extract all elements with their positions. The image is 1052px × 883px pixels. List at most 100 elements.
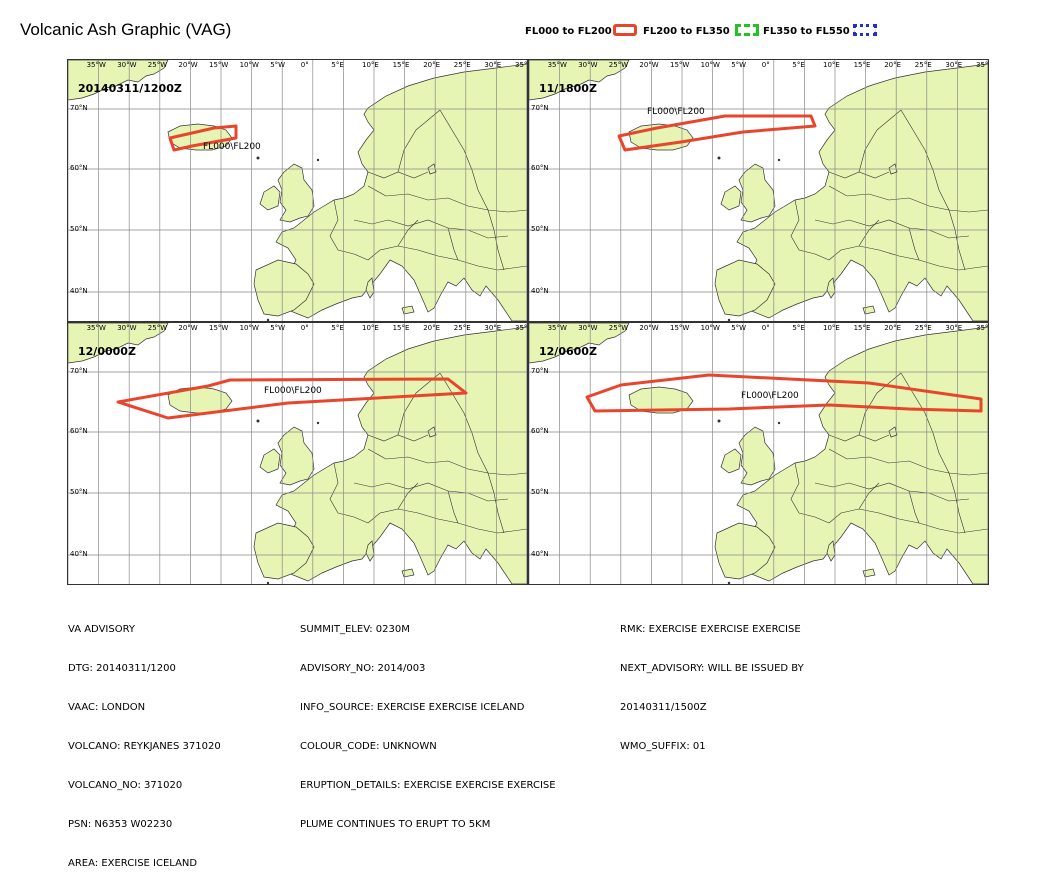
longitude-tick-label: 15°E [392,324,410,332]
land-shape [401,568,415,578]
longitude-tick-label: 25°W [608,324,629,332]
advisory-line: AREA: EXERCISE ICELAND [68,858,198,869]
longitude-tick-label: 10°E [362,61,379,69]
longitude-tick-label: 35°W [86,61,106,69]
longitude-tick-label: 10°W [700,324,720,332]
country-border [900,109,940,191]
latitude-tick-label: 60°N [531,427,549,435]
longitude-tick-label: 10°W [700,61,720,69]
country-border [367,185,527,213]
country-border [329,462,369,524]
land-shape [277,426,315,486]
ash-fl-label: FL000\FL200 [264,386,322,396]
country-border [367,448,527,476]
country-border [397,109,441,173]
country-border [828,508,988,534]
land-shape [720,185,742,211]
longitude-tick-label: 20°W [639,61,659,69]
advisory-line: DTG: 20140311/1200 [68,663,176,674]
land-shape [259,448,281,474]
longitude-tick-label: 30°W [578,324,598,332]
longitude-tick-label: 30°W [578,61,598,69]
land-shape [736,63,988,321]
country-border [828,185,988,213]
longitude-tick-label: 15°W [670,61,690,69]
longitude-tick-label: 10°W [239,61,259,69]
latitude-tick-label: 50°N [531,488,549,496]
country-border [790,462,830,524]
latitude-tick-label: 40°N [70,287,88,295]
longitude-tick-label: 10°E [823,61,840,69]
ash-cloud-polygon [617,114,817,152]
country-border [329,199,369,261]
longitude-tick-label: 20°E [423,324,441,332]
map-svg [529,323,988,584]
longitude-tick-label: 5°E [792,324,805,332]
land-shape [529,323,630,364]
country-border [828,245,988,271]
longitude-tick-label: 20°W [178,61,198,69]
latitude-tick-label: 70°N [531,104,549,112]
advisory-line: VOLCANO_NO: 371020 [68,780,183,791]
legend-label-fl000-fl200: FL000 to FL200 [525,26,612,37]
island-dot [316,158,320,162]
land-shape [275,63,527,321]
land-shape [401,305,415,315]
longitude-tick-label: 5°E [331,324,344,332]
longitude-tick-label: 10°E [823,324,840,332]
island-dot [266,581,270,584]
ash-cloud-polygon [168,124,238,152]
longitude-tick-label: 25°E [914,324,932,332]
latitude-tick-label: 50°N [70,225,88,233]
advisory-line: INFO_SOURCE: EXERCISE EXERCISE ICELAND [300,702,525,713]
longitude-tick-label: 25°W [147,61,168,69]
land-shape [862,305,876,315]
longitude-tick-label: 35°W [547,324,567,332]
longitude-tick-label: 20°E [884,61,902,69]
map-panel-2: 11/1800Z FL000\FL200 35°W 30°W 25°W 20°W 15°… [528,59,989,322]
advisory-line: SUMMIT_ELEV: 0230M [300,624,410,635]
longitude-tick-label: 0° [300,61,309,69]
panel-time-label: 12/0600Z [539,345,597,358]
longitude-tick-label: 5°W [731,324,747,332]
advisory-line: RMK: EXERCISE EXERCISE EXERCISE [620,624,801,635]
page-title: Volcanic Ash Graphic (VAG) [20,20,232,39]
island-dot [316,421,320,425]
longitude-tick-label: 30°E [484,61,502,69]
advisory-column-3: RMK: EXERCISE EXERCISE EXERCISE NEXT_ADV… [620,597,804,766]
map-panel-1: 20140311/1200Z FL000\FL200 35°W 30°W 25°W 2… [67,59,528,322]
advisory-line: VAAC: LONDON [68,702,146,713]
legend-label-fl350-fl550: FL350 to FL550 [763,26,850,37]
longitude-tick-label: 15°E [853,61,871,69]
longitude-tick-label: 25°E [453,61,471,69]
longitude-tick-label: 15°W [670,324,690,332]
land-shape [275,326,527,584]
advisory-line: PLUME CONTINUES TO ERUPT TO 5KM [300,819,491,830]
land-shape [736,326,988,584]
advisory-line: COLOUR_CODE: UNKNOWN [300,741,437,752]
longitude-tick-label: 20°W [639,324,659,332]
country-border [908,227,920,261]
legend-swatch-red [613,24,637,36]
longitude-tick-label: 15°E [853,324,871,332]
panel-time-label: 12/0000Z [78,345,136,358]
latitude-tick-label: 60°N [70,427,88,435]
latitude-tick-label: 40°N [70,550,88,558]
land-shape [738,426,776,486]
land-shape [720,448,742,474]
advisory-line: ERUPTION_DETAILS: EXERCISE EXERCISE EXER… [300,780,556,791]
island-dot [266,318,270,321]
longitude-tick-label: 25°E [914,61,932,69]
country-border [367,245,527,271]
country-border [353,482,509,502]
longitude-tick-label: 5°E [792,61,805,69]
ash-fl-label: FL000\FL200 [647,107,705,117]
country-border [447,227,459,261]
latitude-tick-label: 60°N [70,164,88,172]
ash-cloud-polygon [116,377,468,420]
longitude-tick-label: 15°W [209,61,229,69]
island-dot [777,158,781,162]
longitude-tick-label: 30°W [117,324,137,332]
land-shape [714,522,776,580]
longitude-tick-label: 35°E [976,61,989,69]
